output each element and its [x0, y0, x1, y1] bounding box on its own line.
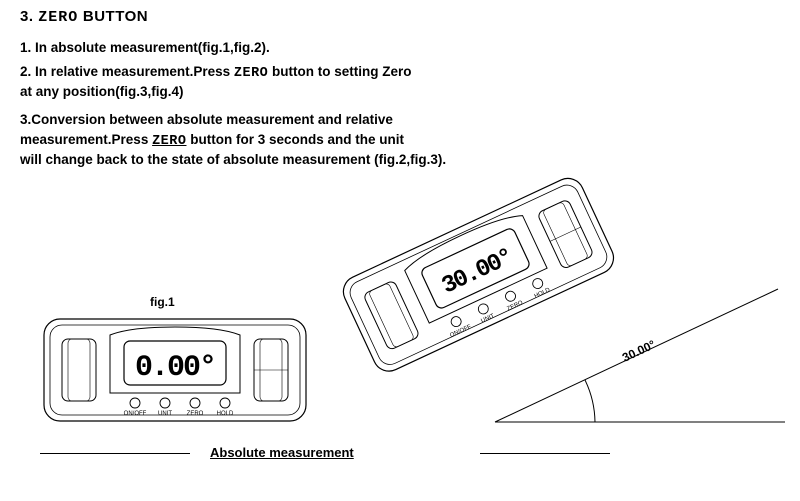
heading-zero: ZERO: [38, 9, 78, 26]
heading-number: 3.: [20, 8, 34, 25]
section-heading: 3. ZERO BUTTON: [20, 8, 148, 26]
device-fig1: 0.00° ON/OFF UNIT ZERO HOLD: [40, 315, 310, 435]
p2a: 2. In relative measurement.Press: [20, 64, 234, 79]
fig1-btn-unit: UNIT: [158, 411, 172, 417]
paragraph-3-line3: will change back to the state of absolut…: [20, 150, 446, 170]
fig1-display: 0.00°: [135, 351, 215, 385]
caption-rule-right: [480, 453, 610, 454]
p3c: button for 3 seconds and the unit: [186, 132, 404, 147]
p3b: measurement.Press: [20, 132, 152, 147]
p2b: button to setting Zero: [268, 64, 411, 79]
p2-zero: ZERO: [234, 66, 268, 81]
fig1-btn-onoff: ON/OFF: [124, 411, 147, 417]
caption-rule-left: [40, 453, 190, 454]
p3-zero: ZERO: [152, 134, 186, 149]
paragraph-2-line1: 2. In relative measurement.Press ZERO bu…: [20, 62, 412, 84]
paragraph-3-line1: 3.Conversion between absolute measuremen…: [20, 110, 393, 130]
paragraph-2-line2: at any position(fig.3,fig.4): [20, 82, 184, 102]
paragraph-1: 1. In absolute measurement(fig.1,fig.2).: [20, 38, 270, 58]
fig1-btn-zero: ZERO: [187, 411, 204, 417]
fig1-label: fig.1: [150, 295, 175, 309]
caption-text: Absolute measurement: [210, 445, 354, 460]
fig1-btn-hold: HOLD: [217, 411, 234, 417]
heading-button: BUTTON: [78, 8, 148, 25]
paragraph-3-line2: measurement.Press ZERO button for 3 seco…: [20, 130, 404, 152]
